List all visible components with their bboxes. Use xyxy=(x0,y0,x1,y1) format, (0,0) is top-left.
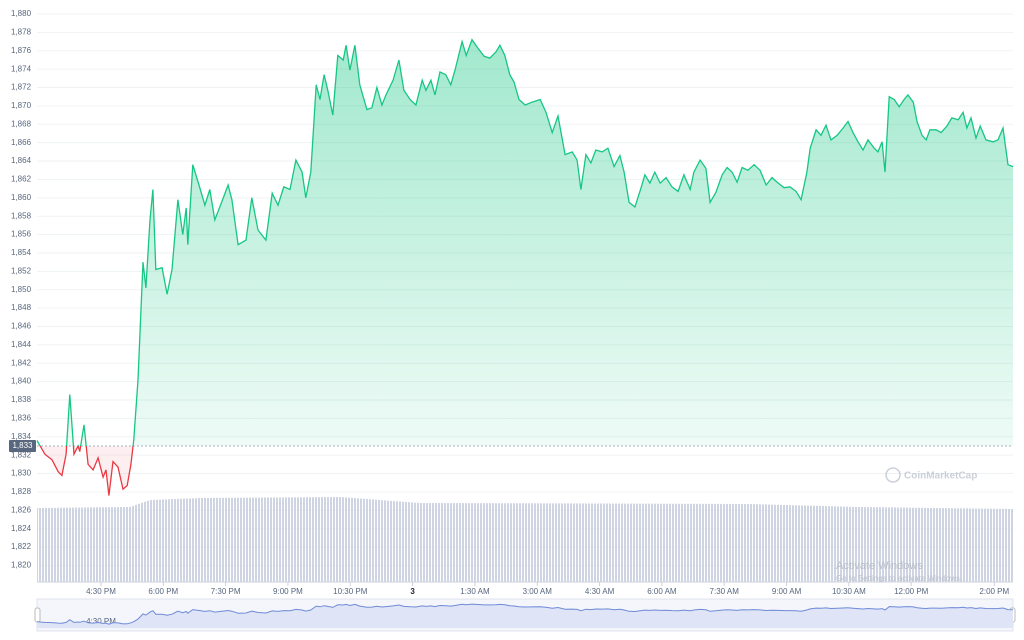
y-tick-label: 1,868 xyxy=(11,119,32,128)
y-tick-label: 1,834 xyxy=(11,432,32,441)
y-tick-label: 1,848 xyxy=(11,303,32,312)
y-tick-label: 1,842 xyxy=(11,358,32,367)
x-tick-label: 7:30 PM xyxy=(211,587,241,596)
x-tick-label: 7:30 AM xyxy=(710,587,740,596)
navigator-line xyxy=(36,603,1014,625)
y-tick-label: 1,858 xyxy=(11,211,32,220)
y-tick-label: 1,826 xyxy=(11,505,32,514)
y-tick-label: 1,874 xyxy=(11,64,32,73)
x-tick-label: 3 xyxy=(410,587,415,596)
x-tick-label: 3:00 AM xyxy=(523,587,553,596)
x-tick-label: 1:30 AM xyxy=(460,587,490,596)
os-overlay-subtitle: Go to Settings to activate Windows. xyxy=(836,574,962,583)
y-tick-label: 1,824 xyxy=(11,524,32,533)
x-tick-label: 9:00 PM xyxy=(273,587,303,596)
y-tick-label: 1,820 xyxy=(11,561,32,570)
x-tick-label: 4:30 PM xyxy=(86,587,116,596)
price-line xyxy=(36,38,1014,446)
y-tick-label: 1,830 xyxy=(11,469,32,478)
y-tick-label: 1,836 xyxy=(11,414,32,423)
x-tick-label: 2:00 PM xyxy=(979,587,1009,596)
y-tick-label: 1,846 xyxy=(11,322,32,331)
y-tick-label: 1,872 xyxy=(11,83,32,92)
baseline-label-bg xyxy=(9,439,36,452)
y-tick-label: 1,864 xyxy=(11,156,32,165)
y-tick-label: 1,828 xyxy=(11,487,32,496)
navigator-handle[interactable] xyxy=(34,607,41,623)
y-tick-label: 1,866 xyxy=(11,138,32,147)
y-tick-label: 1,880 xyxy=(11,9,32,18)
navigator-area xyxy=(37,604,1013,628)
y-tick-label: 1,870 xyxy=(11,101,32,110)
y-tick-label: 1,854 xyxy=(11,248,32,257)
watermark: CoinMarketCap xyxy=(885,467,977,483)
y-tick-label: 1,850 xyxy=(11,285,32,294)
watermark-text: CoinMarketCap xyxy=(904,471,977,482)
x-tick-label: 12:00 PM xyxy=(894,587,929,596)
watermark-logo xyxy=(885,467,901,483)
navigator-tick-label: 4:30 PM xyxy=(86,617,116,626)
os-overlay-title: Activate Windows xyxy=(836,560,923,572)
y-tick-label: 1,862 xyxy=(11,175,32,184)
y-tick-label: 1,838 xyxy=(11,395,32,404)
x-tick-label: 6:00 PM xyxy=(148,587,178,596)
y-tick-label: 1,856 xyxy=(11,230,32,239)
y-tick-label: 1,876 xyxy=(11,46,32,55)
y-tick-label: 1,878 xyxy=(11,27,32,36)
x-tick-label: 10:30 PM xyxy=(333,587,368,596)
y-tick-label: 1,840 xyxy=(11,377,32,386)
y-tick-label: 1,860 xyxy=(11,193,32,202)
y-tick-label: 1,832 xyxy=(11,450,32,459)
x-tick-label: 10:30 AM xyxy=(832,587,866,596)
baseline-label: 1,833 xyxy=(12,441,33,450)
x-tick-label: 6:00 AM xyxy=(647,587,677,596)
y-tick-label: 1,822 xyxy=(11,542,32,551)
x-tick-label: 9:00 AM xyxy=(772,587,802,596)
x-tick-label: 4:30 AM xyxy=(585,587,615,596)
area-up xyxy=(37,39,1013,446)
y-tick-label: 1,844 xyxy=(11,340,32,349)
volume-bars xyxy=(37,497,1013,582)
y-tick-label: 1,852 xyxy=(11,266,32,275)
